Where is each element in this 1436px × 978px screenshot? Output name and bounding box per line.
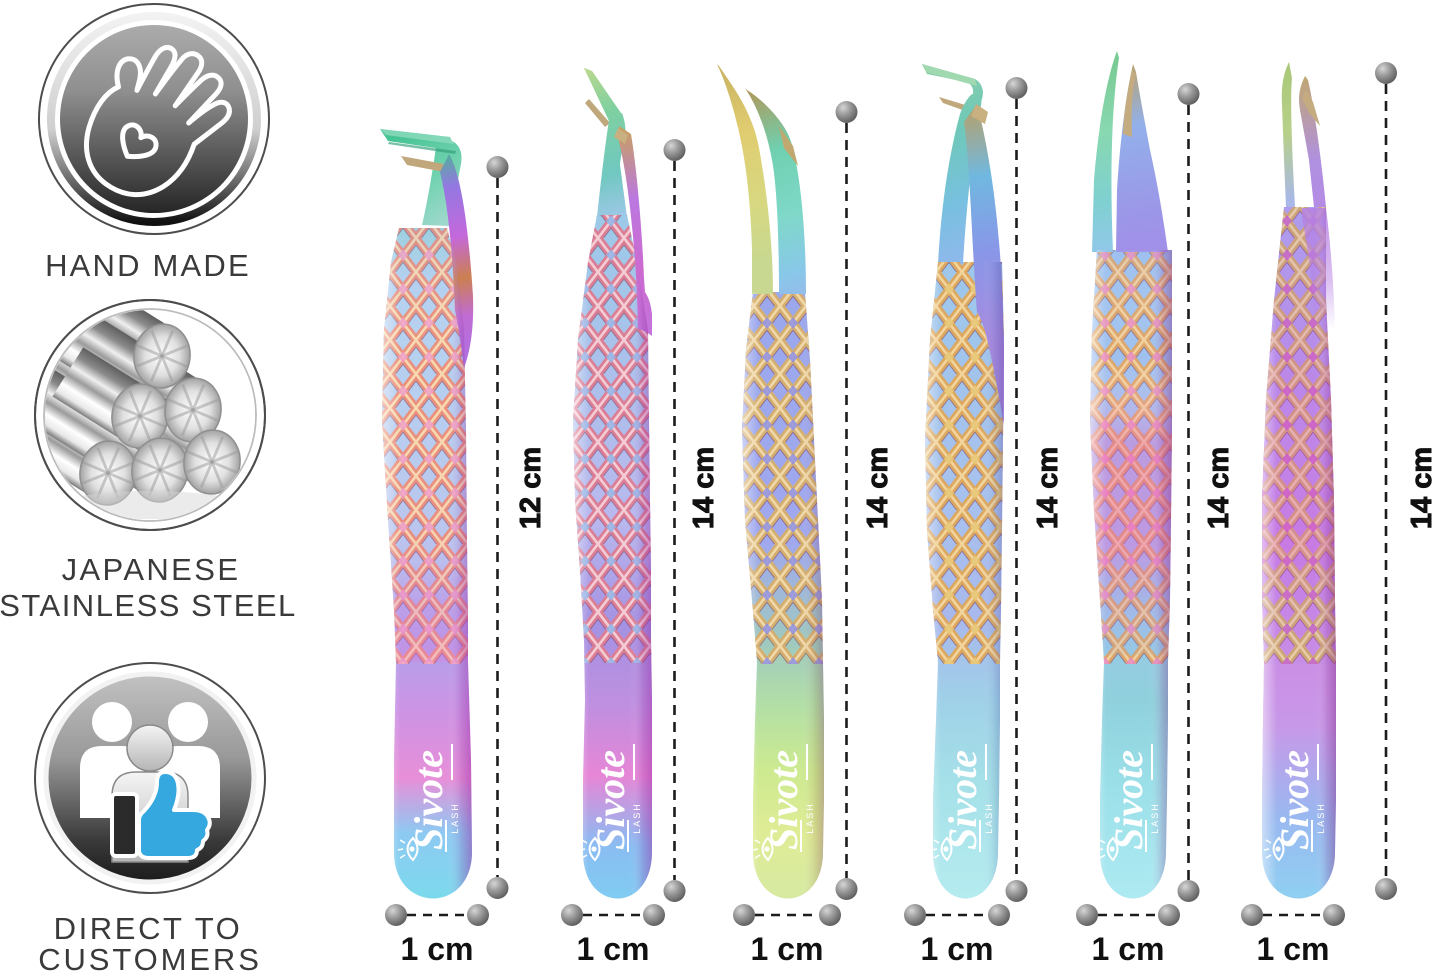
svg-text:1 cm: 1 cm <box>921 931 994 967</box>
svg-text:1 cm: 1 cm <box>751 931 824 967</box>
svg-text:LASH: LASH <box>984 802 994 834</box>
svg-text:Sivote: Sivote <box>588 750 633 850</box>
svg-text:14 cm: 14 cm <box>862 447 894 529</box>
svg-text:Sivote: Sivote <box>1106 750 1151 850</box>
svg-text:LASH: LASH <box>450 802 460 834</box>
svg-text:14 cm: 14 cm <box>1203 447 1235 529</box>
svg-text:LASH: LASH <box>632 802 642 834</box>
svg-text:14 cm: 14 cm <box>1406 447 1436 529</box>
svg-text:1 cm: 1 cm <box>401 931 474 967</box>
svg-text:JAPANESE: JAPANESE <box>62 552 241 587</box>
svg-text:Sivote: Sivote <box>761 750 806 850</box>
svg-text:Sivote: Sivote <box>1272 750 1317 850</box>
svg-text:LASH: LASH <box>1316 802 1326 834</box>
svg-text:DIRECT TO: DIRECT TO <box>54 911 243 946</box>
svg-text:14 cm: 14 cm <box>688 447 720 529</box>
svg-text:CUSTOMERS: CUSTOMERS <box>38 942 262 977</box>
svg-text:1 cm: 1 cm <box>1092 931 1165 967</box>
svg-text:12 cm: 12 cm <box>515 447 547 529</box>
svg-text:Sivote: Sivote <box>406 750 451 850</box>
svg-text:1 cm: 1 cm <box>577 931 650 967</box>
svg-text:1 cm: 1 cm <box>1257 931 1330 967</box>
svg-text:STAINLESS STEEL: STAINLESS STEEL <box>0 588 297 623</box>
svg-text:Sivote: Sivote <box>940 750 985 850</box>
svg-text:HAND MADE: HAND MADE <box>45 248 251 283</box>
svg-text:LASH: LASH <box>805 802 815 834</box>
svg-text:14 cm: 14 cm <box>1032 447 1064 529</box>
svg-text:LASH: LASH <box>1150 802 1160 834</box>
